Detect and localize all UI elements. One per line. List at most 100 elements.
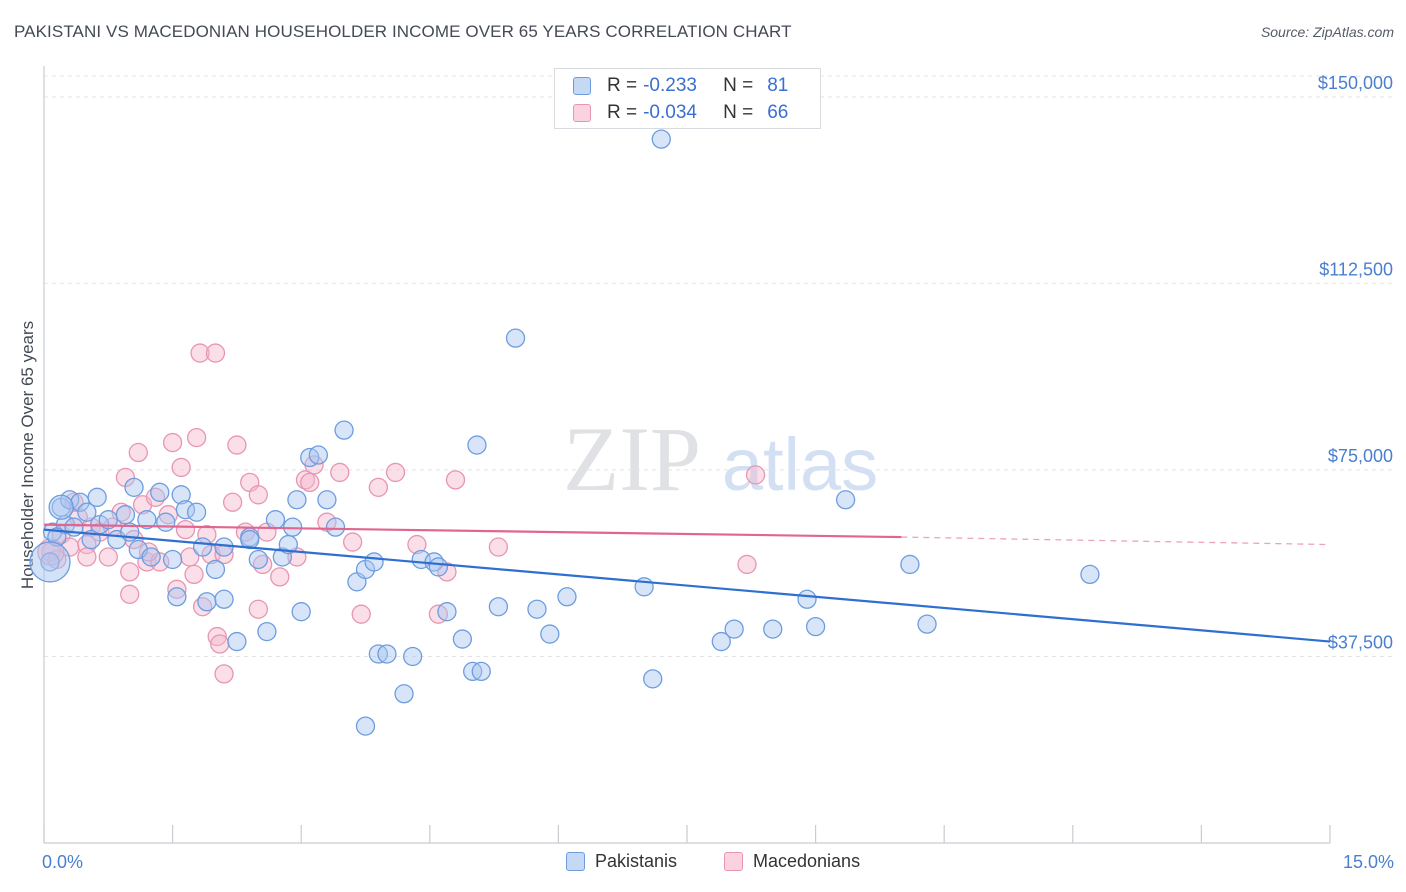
pakistanis-point <box>124 477 144 497</box>
pakistanis-point <box>317 490 337 510</box>
pakistanis-point <box>171 485 191 505</box>
r-value: -0.233 <box>643 75 697 96</box>
macedonians-point <box>120 584 140 604</box>
legend-item-pakistanis: Pakistanis <box>566 851 677 872</box>
pakistanis-point <box>186 502 207 522</box>
pakistanis-point <box>87 487 107 507</box>
pakistanis-point <box>272 547 292 567</box>
pakistanis-point <box>287 490 307 510</box>
pakistanis-trend-line <box>43 528 1331 643</box>
r-value: -0.034 <box>643 102 697 123</box>
macedonians-point <box>162 432 183 453</box>
pakistanis-point <box>763 619 783 639</box>
x-tick-label-max: 15.0% <box>1342 852 1394 872</box>
pakistanis-legend-swatch <box>566 852 585 871</box>
macedonians-point <box>210 634 230 654</box>
macedonians-legend-swatch <box>724 852 743 871</box>
pakistanis-point <box>900 554 920 575</box>
macedonians-point <box>120 562 140 582</box>
pakistanis-point <box>505 328 526 348</box>
pakistanis-point <box>467 435 487 455</box>
macedonians-point <box>171 457 191 478</box>
pakistanis-point <box>488 597 509 617</box>
y-tick-label: $112,500 <box>1319 259 1393 279</box>
pakistanis-point <box>167 587 187 607</box>
grid-lines <box>44 75 1394 657</box>
x-tick-label-min: 0.0% <box>42 852 84 872</box>
pakistanis-point <box>917 614 937 634</box>
macedonians-point <box>300 472 320 493</box>
legend-row-pakistanis: R = -0.233 N = 81 <box>573 73 788 99</box>
y-tick-label: $75,000 <box>1328 446 1393 466</box>
pakistanis-point <box>214 537 234 557</box>
pakistanis-point <box>227 631 247 652</box>
series-legend: Pakistanis Macedonians <box>0 851 1406 877</box>
pakistanis-point <box>205 559 226 580</box>
pakistanis-point <box>394 684 414 704</box>
pakistanis-point <box>797 589 817 609</box>
pakistanis-point <box>265 510 286 530</box>
pakistanis-point <box>403 646 423 667</box>
pakistanis-point <box>257 621 277 642</box>
legend-item-macedonians: Macedonians <box>724 851 860 872</box>
pakistanis-point <box>248 549 268 570</box>
macedonians-point <box>330 462 350 483</box>
macedonians-point <box>351 604 371 624</box>
pakistanis-point <box>364 552 384 572</box>
y-tick-labels: $37,500 $75,000 $112,500 $150,000 <box>1318 73 1393 653</box>
macedonians-point <box>385 462 406 483</box>
pakistanis-point <box>291 602 311 622</box>
macedonians-point <box>207 626 227 647</box>
pakistanis-point <box>471 661 491 682</box>
pakistanis-point <box>214 589 234 609</box>
pakistanis-point <box>835 490 856 510</box>
macedonians-point <box>407 534 427 555</box>
macedonians-point <box>175 519 196 540</box>
macedonians-point <box>737 554 757 575</box>
pakistanis-point <box>137 510 157 530</box>
pakistanis-point <box>643 669 663 689</box>
r-label: R = <box>607 102 638 123</box>
macedonians-point <box>248 599 268 619</box>
macedonians-swatch <box>573 104 591 122</box>
pakistanis-point-large <box>48 494 74 520</box>
pakistanis-point <box>437 602 457 622</box>
pakistanis-point <box>308 445 328 465</box>
macedonians-point <box>248 485 268 505</box>
macedonians-point <box>128 442 148 463</box>
correlation-legend: R = -0.233 N = 81 R = -0.034 N = 66 <box>554 68 821 129</box>
pakistanis-point <box>150 482 170 502</box>
pakistanis-swatch <box>573 77 591 95</box>
pakistanis-point <box>141 547 161 567</box>
n-label: N = <box>723 102 754 123</box>
macedonians-point <box>270 567 290 587</box>
macedonians-point <box>745 465 766 485</box>
pakistanis-point <box>162 549 183 570</box>
macedonians-trend-extension <box>901 536 1331 546</box>
pakistanis-point <box>651 129 671 149</box>
macedonians-point <box>205 343 226 363</box>
pakistanis-point <box>527 599 547 619</box>
legend-label-pakistanis: Pakistanis <box>595 851 678 871</box>
macedonians-point <box>227 435 247 455</box>
macedonians-point <box>368 477 389 497</box>
pakistanis-point <box>1080 564 1100 585</box>
pakistanis-point <box>355 716 376 736</box>
macedonians-point <box>342 532 363 552</box>
macedonians-point <box>186 427 207 448</box>
n-value: 81 <box>767 75 789 96</box>
macedonians-point <box>222 492 243 512</box>
macedonians-point <box>488 537 509 557</box>
pakistanis-point <box>428 557 449 577</box>
pakistanis-point <box>711 631 731 652</box>
r-label: R = <box>607 75 638 96</box>
legend-row-macedonians: R = -0.034 N = 66 <box>573 100 788 126</box>
pakistanis-point <box>197 592 217 612</box>
macedonians-trend-line <box>43 523 902 539</box>
y-tick-label: $150,000 <box>1318 73 1393 93</box>
pakistanis-point <box>192 537 213 557</box>
n-value: 66 <box>767 102 789 123</box>
macedonians-point <box>445 470 466 490</box>
pakistanis-points <box>29 129 1100 736</box>
